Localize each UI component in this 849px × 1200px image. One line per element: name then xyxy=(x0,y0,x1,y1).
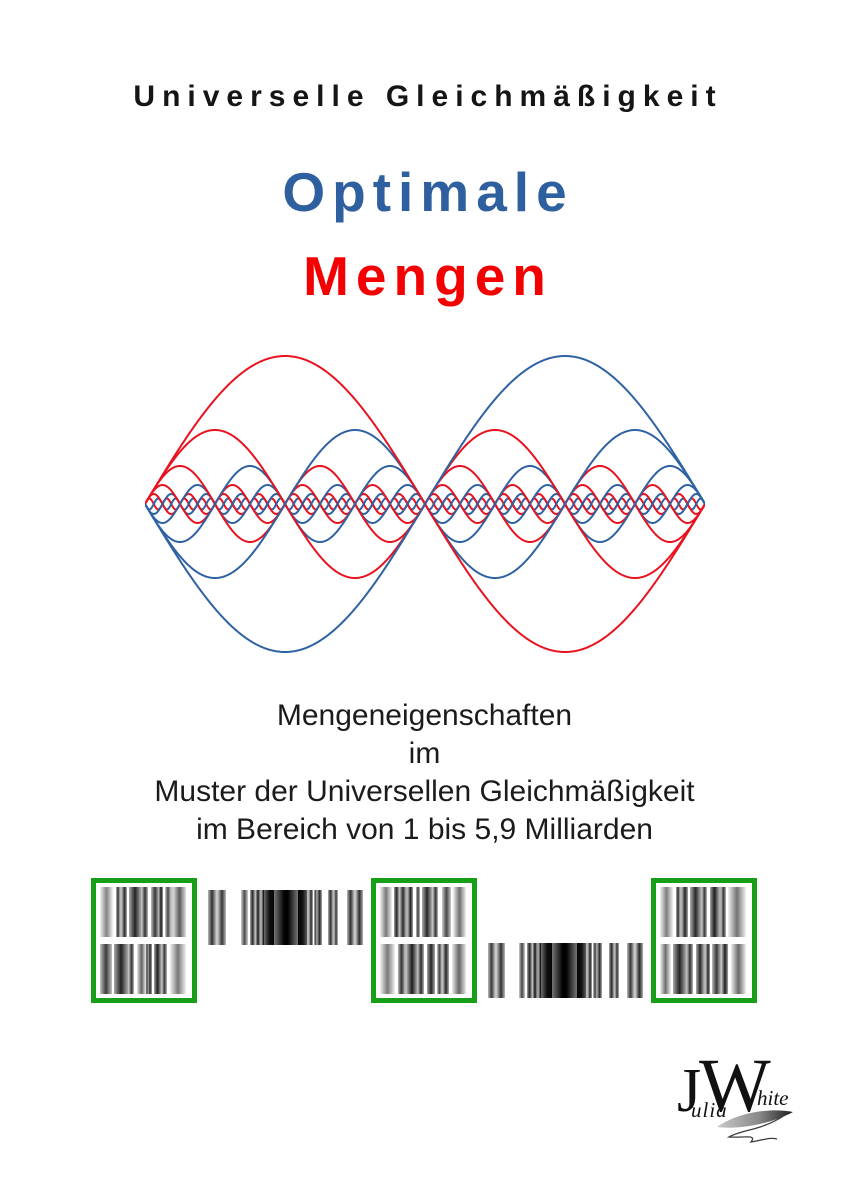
barcode-strip-lower xyxy=(488,943,643,998)
logo-white-text: hite xyxy=(757,1086,789,1110)
framed-barcode-block-left xyxy=(91,878,197,1003)
barcode-row xyxy=(100,887,188,937)
barcode-row xyxy=(660,944,748,994)
logo-initial-j: J xyxy=(677,1057,702,1125)
title-mengen: Mengen xyxy=(303,245,553,307)
barcode-row xyxy=(380,944,468,994)
subtitle-line-2: im xyxy=(408,737,441,770)
logo-julia-text: ulia xyxy=(691,1098,728,1122)
subtitle-line-4: im Bereich von 1 bis 5,9 Milliarden xyxy=(196,813,653,846)
barcode-row xyxy=(660,887,748,937)
julia-white-logo: J W ulia hite xyxy=(677,1048,809,1156)
framed-barcode-block-middle xyxy=(371,878,477,1003)
logo-initial-w: W xyxy=(699,1044,771,1128)
barcode-figure xyxy=(91,878,757,1003)
barcode-row xyxy=(380,887,468,937)
framed-barcode-block-right xyxy=(651,878,757,1003)
title-optimale: Optimale xyxy=(282,161,574,223)
barcode-row xyxy=(100,944,188,994)
subtitle-block: Mengeneigenschaften im Muster der Univer… xyxy=(0,697,849,849)
series-title: Universelle Gleichmäßigkeit xyxy=(133,80,723,113)
quill-feather-icon xyxy=(717,1110,793,1143)
subtitle-line-1: Mengeneigenschaften xyxy=(276,699,573,732)
harmonic-wave-figure xyxy=(144,354,705,654)
barcode-strip-upper xyxy=(208,890,363,945)
subtitle-line-3: Muster der Universellen Gleichmäßigkeit xyxy=(154,775,695,808)
